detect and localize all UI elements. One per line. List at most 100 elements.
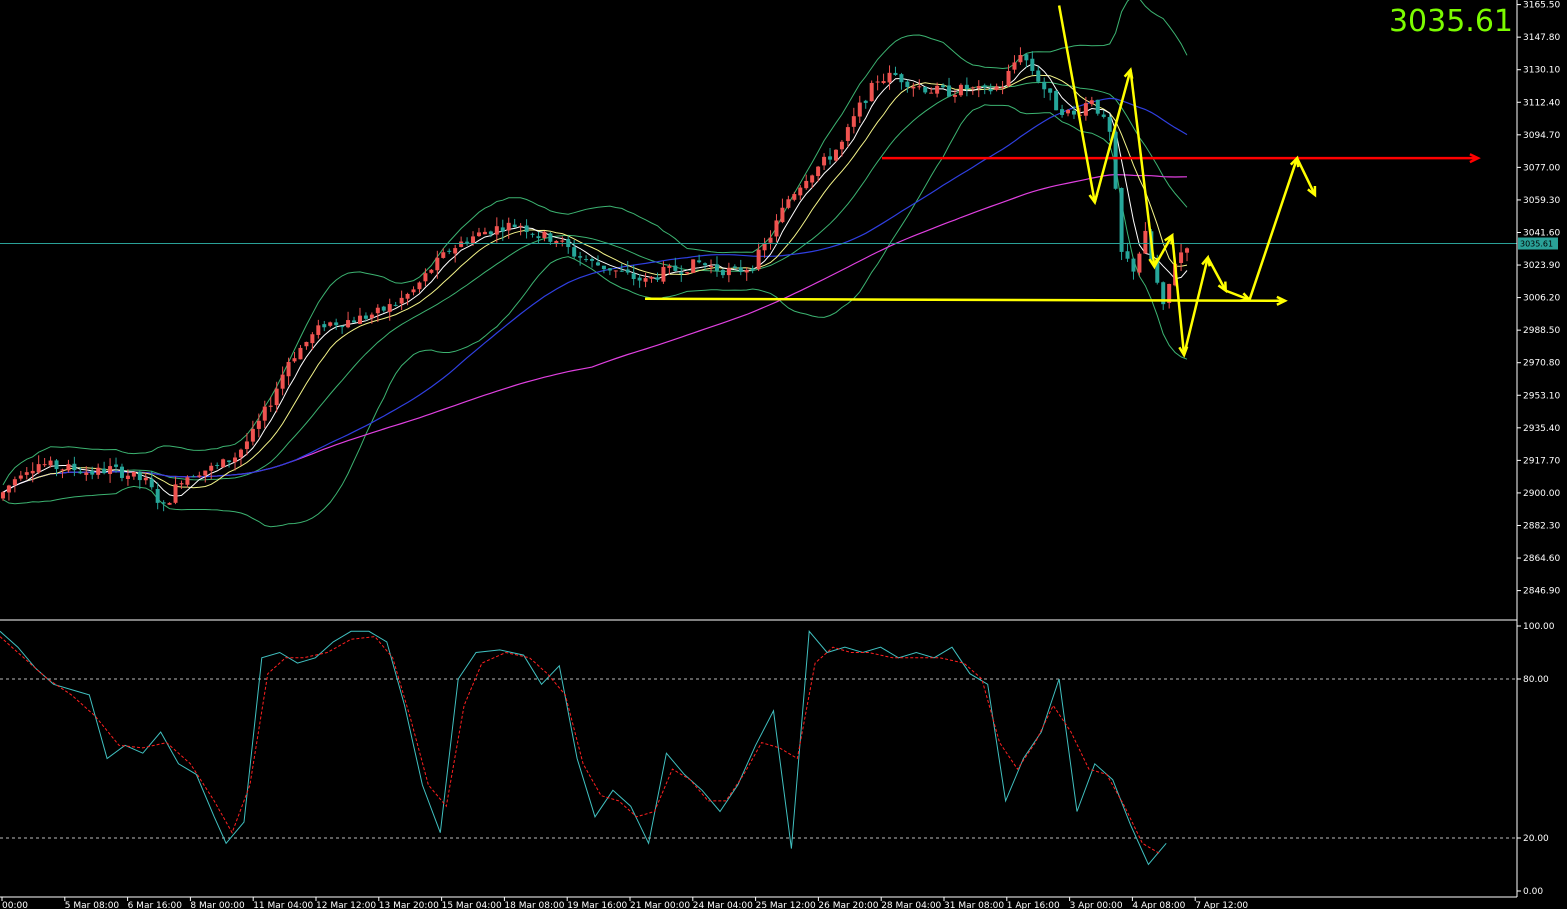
candle xyxy=(667,263,672,275)
candle xyxy=(24,467,29,480)
candle xyxy=(1113,123,1118,190)
candle xyxy=(292,351,297,363)
candle-body xyxy=(340,325,345,328)
candle-body xyxy=(1024,54,1029,61)
candle xyxy=(595,255,600,266)
candle-body xyxy=(149,479,154,488)
candle xyxy=(976,80,981,98)
candle xyxy=(833,149,838,162)
stoch-tick-label: 80.00 xyxy=(1523,675,1549,685)
time-tick-label: 13 Mar 20:00 xyxy=(379,901,439,909)
candle-body xyxy=(905,81,910,88)
candle xyxy=(685,271,690,276)
candle xyxy=(613,270,618,278)
candle xyxy=(655,272,660,282)
candle-body xyxy=(631,273,636,279)
candle xyxy=(1131,257,1136,280)
time-axis: 00:00 5 Mar 08:00 6 Mar 16:00 8 Mar 00:00 11… xyxy=(0,896,1517,909)
candle-body xyxy=(1119,187,1124,252)
candle xyxy=(1000,80,1005,95)
candle-body xyxy=(1107,117,1112,132)
candle-body xyxy=(661,266,666,282)
time-tick-label: 25 Mar 12:00 xyxy=(756,901,816,909)
candle-body xyxy=(78,471,83,474)
candle-body xyxy=(1054,90,1059,111)
candle xyxy=(54,459,59,477)
candle-body xyxy=(215,464,220,466)
price-axis: 3035.61 3165.50 3147.80 3130.10 3112.40 3094.… xyxy=(1516,0,1560,897)
price-tick-label: 3147.80 xyxy=(1523,33,1560,43)
candle-body xyxy=(1060,109,1065,115)
forecast-segment xyxy=(1295,157,1317,196)
candle-body xyxy=(619,270,624,272)
candle-body xyxy=(197,475,202,477)
candle-body xyxy=(1036,70,1041,82)
candle xyxy=(851,107,856,134)
candle-body xyxy=(435,257,440,271)
price-tick-label: 2953.10 xyxy=(1523,391,1560,401)
price-tick-label: 3041.60 xyxy=(1523,228,1560,238)
time-tick-label: 4 Apr 08:00 xyxy=(1132,901,1185,909)
candle xyxy=(506,217,511,239)
candle xyxy=(1018,47,1023,65)
candle-body xyxy=(114,464,119,467)
candle xyxy=(619,263,624,272)
candle xyxy=(1101,110,1106,119)
candle-body xyxy=(1071,110,1076,115)
candle xyxy=(601,265,606,274)
candle xyxy=(750,265,755,274)
candle xyxy=(952,89,957,103)
candle-body xyxy=(976,85,981,89)
candle-body xyxy=(857,102,862,117)
candle-body xyxy=(643,278,648,282)
candle-body xyxy=(726,268,731,276)
time-tick-label: 5 Mar 08:00 xyxy=(65,901,120,909)
arrow-head xyxy=(1276,295,1288,306)
candle xyxy=(280,366,285,396)
price-tick-label: 3130.10 xyxy=(1523,66,1560,76)
candle-body xyxy=(482,231,487,235)
candle xyxy=(125,469,130,486)
candle-body xyxy=(941,85,946,88)
candle xyxy=(631,264,636,286)
candle xyxy=(262,400,267,429)
candle xyxy=(845,123,850,148)
current-price-tag xyxy=(1518,237,1558,250)
candle xyxy=(143,472,148,485)
candle xyxy=(221,458,226,468)
bollinger-upper-line xyxy=(2,0,1188,486)
candle-body xyxy=(881,81,886,84)
candle xyxy=(465,237,470,246)
candle xyxy=(72,456,77,477)
candle-body xyxy=(548,233,553,242)
candle xyxy=(756,242,761,272)
candle-body xyxy=(274,388,279,406)
candle xyxy=(536,231,541,244)
candle xyxy=(405,292,410,306)
candle-body xyxy=(1000,86,1005,88)
candle xyxy=(12,476,17,493)
candle xyxy=(947,77,952,98)
candle-body xyxy=(346,320,351,328)
candle-body xyxy=(863,100,868,103)
candle-body xyxy=(90,470,95,475)
stochastic-panel[interactable] xyxy=(0,630,1517,866)
candle-body xyxy=(1042,81,1047,90)
time-tick-label: 8 Mar 00:00 xyxy=(190,901,245,909)
candle-body xyxy=(899,74,904,83)
candle-body xyxy=(512,224,517,228)
stoch-tick-label: 0.00 xyxy=(1523,887,1543,897)
candle-body xyxy=(1089,100,1094,105)
candle xyxy=(114,457,119,473)
candle-body xyxy=(1101,114,1106,117)
time-tick-label: 00:00 xyxy=(2,901,28,909)
candle xyxy=(726,262,731,283)
candle-body xyxy=(923,87,928,93)
candle xyxy=(1060,104,1065,118)
time-tick-label: 26 Mar 20:00 xyxy=(818,901,878,909)
candle xyxy=(340,325,345,334)
candle-body xyxy=(209,465,214,471)
candle-body xyxy=(822,156,827,166)
